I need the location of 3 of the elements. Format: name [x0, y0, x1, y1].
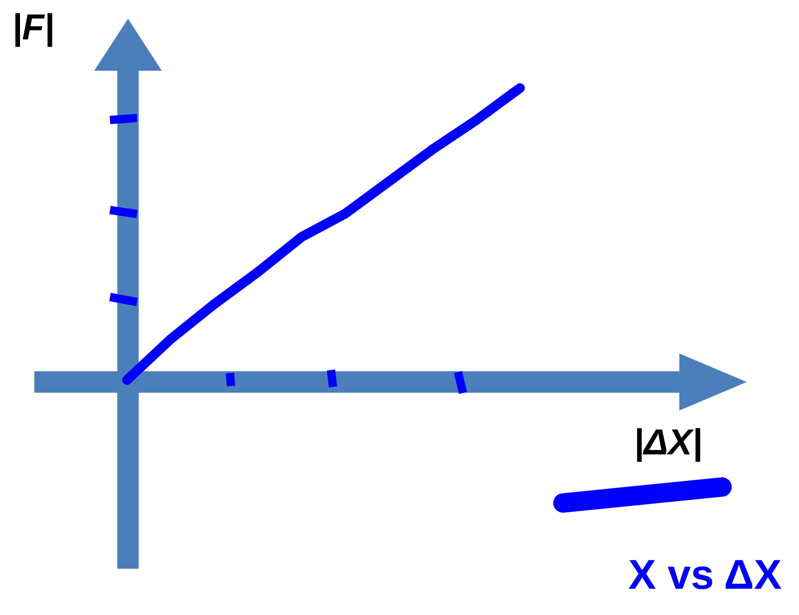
text: |F|: [15, 13, 52, 47]
x-axis-title: |ΔX|: [637, 428, 700, 462]
text: X vs ΔX: [628, 560, 782, 590]
